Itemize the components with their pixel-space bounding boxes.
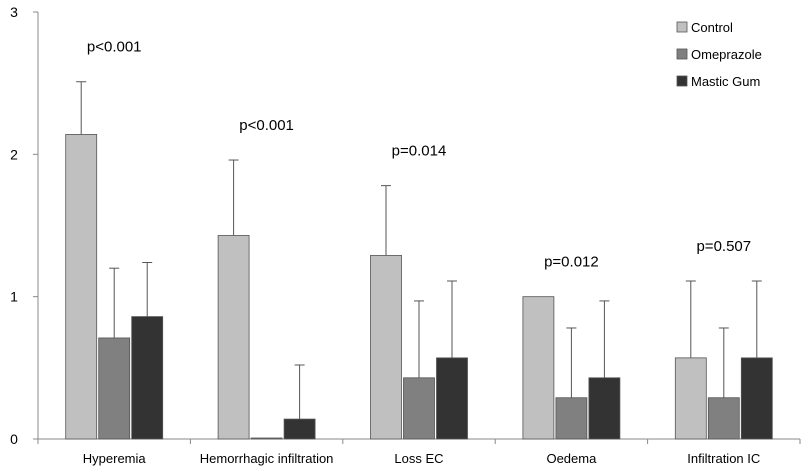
y-tick-label: 3 — [10, 4, 18, 20]
bar-omeprazole — [707, 397, 740, 440]
bar-control — [674, 357, 707, 440]
bar-control — [65, 134, 98, 440]
bar-control — [370, 254, 402, 440]
p-value-annotation: p=0.012 — [544, 254, 599, 271]
legend-swatch — [676, 48, 688, 60]
legend-swatch — [676, 21, 688, 33]
p-value-annotation: p=0.507 — [696, 238, 751, 255]
bar-omeprazole — [250, 437, 283, 440]
labels: Hyperemia p<0.001 Hemorrhagic infiltration… — [83, 39, 761, 466]
p-value-annotation: p<0.001 — [87, 39, 142, 56]
axes: 0 1 2 3 — [10, 4, 801, 447]
x-category-label: Hyperemia — [83, 451, 147, 466]
legend-label: Omeprazole — [691, 47, 762, 62]
bar-mastic-gum — [588, 377, 621, 440]
y-tick-label: 1 — [10, 289, 18, 305]
bar-mastic-gum — [740, 357, 773, 440]
bar-omeprazole — [555, 397, 588, 440]
legend-label: Control — [691, 20, 733, 35]
x-category-label: Loss EC — [394, 451, 443, 466]
x-category-label: Hemorrhagic infiltration — [200, 451, 334, 466]
x-category-label: Oedema — [546, 451, 597, 466]
y-tick-label: 0 — [10, 431, 18, 447]
bar-omeprazole — [403, 377, 435, 440]
y-tick-label: 2 — [10, 146, 18, 162]
x-category-label: Infiltration IC — [687, 451, 760, 466]
p-value-annotation: p=0.014 — [392, 143, 447, 160]
legend-swatch — [676, 75, 688, 87]
bars — [65, 134, 773, 440]
bar-control — [217, 235, 250, 440]
error-bars — [76, 81, 762, 420]
legend-label: Mastic Gum — [691, 74, 760, 89]
bar-mastic-gum — [283, 418, 316, 440]
bar-control — [522, 296, 555, 440]
bar-omeprazole — [98, 337, 131, 440]
bar-mastic-gum — [131, 316, 164, 440]
bar-mastic-gum — [436, 357, 468, 440]
legend: Control Omeprazole Mastic Gum — [676, 20, 762, 89]
p-value-annotation: p<0.001 — [239, 117, 294, 134]
